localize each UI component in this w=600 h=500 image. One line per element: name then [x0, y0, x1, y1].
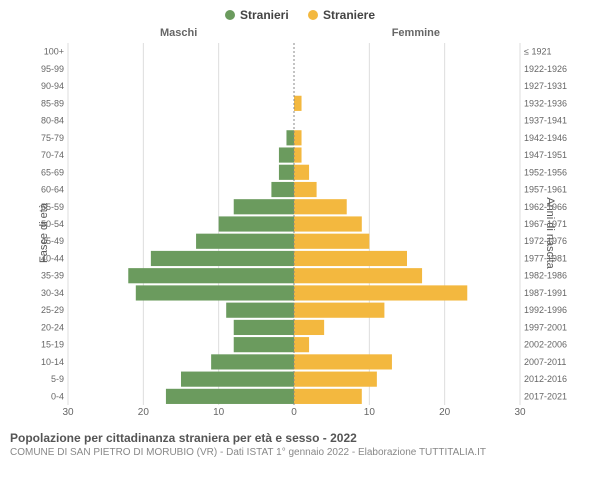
- bar-female: [294, 285, 467, 300]
- x-tick: 0: [291, 407, 297, 418]
- age-label: 20-24: [41, 322, 64, 332]
- bar-male: [151, 251, 294, 266]
- bar-female: [294, 320, 324, 335]
- bar-female: [294, 268, 422, 283]
- bar-female: [294, 251, 407, 266]
- bar-female: [294, 303, 384, 318]
- birth-label: 1962-1966: [524, 202, 567, 212]
- bar-male: [279, 165, 294, 180]
- birth-label: 1932-1936: [524, 98, 567, 108]
- age-label: 30-34: [41, 288, 64, 298]
- bar-male: [196, 234, 294, 249]
- birth-label: 1927-1931: [524, 81, 567, 91]
- birth-label: 1982-1986: [524, 271, 567, 281]
- age-label: 55-59: [41, 202, 64, 212]
- age-label: 85-89: [41, 98, 64, 108]
- birth-label: 1937-1941: [524, 116, 567, 126]
- x-tick: 30: [62, 407, 73, 418]
- bar-female: [294, 354, 392, 369]
- bar-female: [294, 130, 302, 145]
- col-header-female: Femmine: [392, 27, 440, 39]
- x-tick: 20: [138, 407, 149, 418]
- bar-male: [271, 182, 294, 197]
- bar-male: [181, 372, 294, 387]
- age-label: 60-64: [41, 185, 64, 195]
- age-label: 25-29: [41, 305, 64, 315]
- birth-label: 2012-2016: [524, 374, 567, 384]
- birth-label: 1942-1946: [524, 133, 567, 143]
- bar-female: [294, 372, 377, 387]
- bar-female: [294, 389, 362, 404]
- age-label: 35-39: [41, 271, 64, 281]
- bar-male: [234, 337, 294, 352]
- bar-male: [279, 147, 294, 162]
- bar-female: [294, 337, 309, 352]
- bar-male: [234, 320, 294, 335]
- x-tick: 20: [439, 407, 450, 418]
- age-label: 15-19: [41, 340, 64, 350]
- age-label: 65-69: [41, 167, 64, 177]
- bar-female: [294, 199, 347, 214]
- chart-subtitle: COMUNE DI SAN PIETRO DI MORUBIO (VR) - D…: [10, 447, 590, 458]
- column-headers: Maschi Femmine: [10, 27, 590, 41]
- bar-female: [294, 165, 309, 180]
- x-tick: 10: [213, 407, 224, 418]
- bar-female: [294, 216, 362, 231]
- plot-area: 100+≤ 192195-991922-192690-941927-193185…: [68, 43, 520, 405]
- birth-label: 1952-1956: [524, 167, 567, 177]
- bar-male: [166, 389, 294, 404]
- bar-male: [234, 199, 294, 214]
- birth-label: 1947-1951: [524, 150, 567, 160]
- bar-female: [294, 182, 317, 197]
- age-label: 80-84: [41, 116, 64, 126]
- bar-male: [286, 130, 294, 145]
- x-tick: 30: [514, 407, 525, 418]
- legend-label-female: Straniere: [323, 8, 375, 22]
- pyramid-chart: Fasce di età Anni di nascita 100+≤ 19219…: [20, 43, 580, 423]
- legend-swatch-female: [308, 10, 318, 20]
- bar-male: [211, 354, 294, 369]
- legend-swatch-male: [225, 10, 235, 20]
- x-axis-ticks: 3020100102030: [68, 407, 520, 423]
- birth-label: 2002-2006: [524, 340, 567, 350]
- birth-label: 1987-1991: [524, 288, 567, 298]
- legend: Stranieri Straniere: [10, 8, 590, 23]
- bar-female: [294, 147, 302, 162]
- birth-label: 1997-2001: [524, 322, 567, 332]
- birth-label: 2017-2021: [524, 391, 567, 401]
- birth-label: 1972-1976: [524, 236, 567, 246]
- birth-label: 2007-2011: [524, 357, 566, 367]
- age-label: 50-54: [41, 219, 64, 229]
- bar-male: [136, 285, 294, 300]
- age-label: 95-99: [41, 64, 64, 74]
- age-label: 70-74: [41, 150, 64, 160]
- age-label: 75-79: [41, 133, 64, 143]
- birth-label: 1977-1981: [524, 253, 567, 263]
- age-label: 100+: [44, 47, 64, 57]
- birth-label: ≤ 1921: [524, 47, 551, 57]
- legend-label-male: Stranieri: [240, 8, 289, 22]
- bar-male: [226, 303, 294, 318]
- chart-title: Popolazione per cittadinanza straniera p…: [10, 431, 590, 445]
- bar-female: [294, 96, 302, 111]
- age-label: 45-49: [41, 236, 64, 246]
- col-header-male: Maschi: [160, 27, 197, 39]
- bar-female: [294, 234, 369, 249]
- birth-label: 1957-1961: [524, 185, 567, 195]
- x-tick: 10: [364, 407, 375, 418]
- bar-male: [128, 268, 294, 283]
- age-label: 0-4: [51, 391, 64, 401]
- age-label: 10-14: [41, 357, 64, 367]
- birth-label: 1922-1926: [524, 64, 567, 74]
- bar-male: [219, 216, 294, 231]
- age-label: 40-44: [41, 253, 64, 263]
- age-label: 5-9: [51, 374, 64, 384]
- birth-label: 1992-1996: [524, 305, 567, 315]
- birth-label: 1967-1971: [524, 219, 567, 229]
- age-label: 90-94: [41, 81, 64, 91]
